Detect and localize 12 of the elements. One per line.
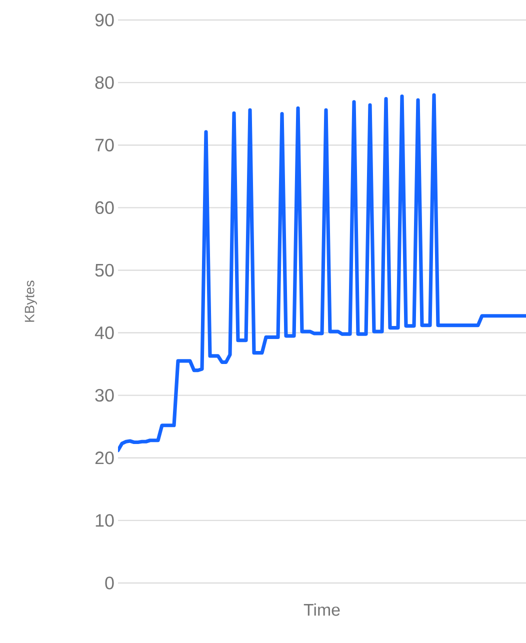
y-axis-title: KBytes: [24, 280, 37, 322]
y-tick-label: 50: [95, 264, 114, 277]
y-tick-label: 90: [95, 14, 114, 26]
y-tick-label: 0: [105, 576, 114, 590]
y-tick-label: 20: [95, 452, 114, 464]
y-tick-label: 30: [95, 388, 114, 402]
x-axis-title: Time: [304, 603, 340, 616]
y-tick-label: 60: [95, 201, 114, 214]
y-tick-label: 70: [95, 138, 114, 152]
y-tick-label: 80: [95, 76, 114, 89]
y-tick-label: 40: [94, 326, 114, 340]
y-tick-label: 10: [96, 514, 114, 527]
